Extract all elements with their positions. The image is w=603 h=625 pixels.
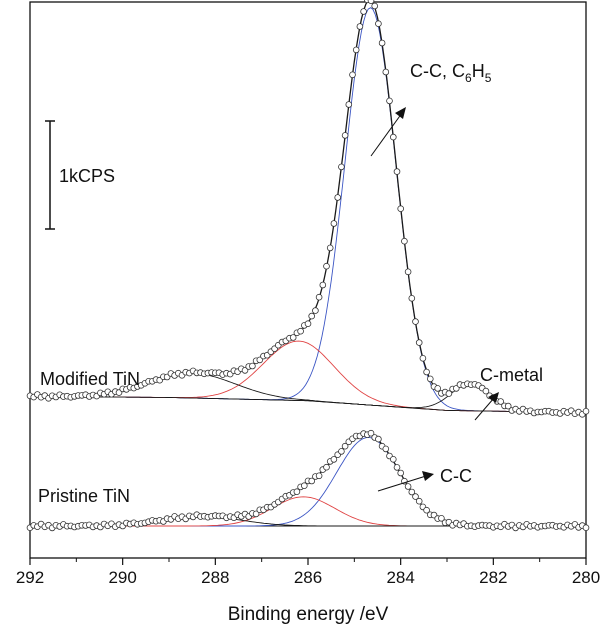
data-point xyxy=(338,163,345,171)
annotation-cc-sub1: 6 xyxy=(465,71,472,85)
data-point xyxy=(423,368,430,376)
annotation-c-c-c6h5: C-C, C6H5 xyxy=(410,61,492,85)
data-point xyxy=(445,390,453,397)
annotation-cc-sub2: 5 xyxy=(485,71,492,85)
data-point xyxy=(323,262,330,270)
data-point xyxy=(300,482,308,490)
scale-bar xyxy=(45,120,55,230)
data-point xyxy=(582,407,590,415)
annotation-cc-mid: H xyxy=(472,61,485,81)
fit-envelope xyxy=(30,0,586,414)
data-point xyxy=(408,488,416,496)
data-point xyxy=(415,497,423,505)
data-point xyxy=(412,318,419,325)
data-point xyxy=(382,68,390,76)
data-point xyxy=(308,477,316,485)
data-point xyxy=(434,385,442,392)
data-point xyxy=(438,514,445,522)
x-tick-label: 282 xyxy=(479,568,507,587)
x-tick-label: 280 xyxy=(572,568,600,587)
data-point xyxy=(308,312,316,320)
data-point xyxy=(323,463,330,471)
data-point xyxy=(241,367,249,374)
arrow-c-metal xyxy=(474,392,499,421)
label-modified-tin: Modified TiN xyxy=(40,369,140,389)
data-point xyxy=(334,194,342,201)
data-point xyxy=(293,488,301,496)
data-point xyxy=(386,97,393,105)
arrow-c-c-c6h5 xyxy=(370,107,406,157)
data-point xyxy=(349,71,356,79)
data-point xyxy=(415,339,423,346)
data-point xyxy=(582,524,590,531)
data-point xyxy=(375,435,382,443)
x-tick-label: 292 xyxy=(16,568,44,587)
data-point xyxy=(341,132,349,139)
data-point xyxy=(404,268,412,276)
data-point xyxy=(289,334,297,341)
data-point xyxy=(315,472,323,480)
data-point xyxy=(382,445,390,453)
label-pristine-tin: Pristine TiN xyxy=(38,486,130,506)
data-point xyxy=(404,483,412,490)
data-point xyxy=(356,23,364,30)
data-point xyxy=(389,455,397,463)
component-peak xyxy=(30,7,586,414)
annotation-c-c: C-C xyxy=(440,466,472,486)
data-point xyxy=(330,456,338,463)
x-tick-label: 290 xyxy=(108,568,136,587)
data-point xyxy=(412,493,419,500)
data-point xyxy=(345,101,353,108)
data-point xyxy=(375,20,382,28)
scale-bar-label: 1kCPS xyxy=(59,166,115,186)
data-point xyxy=(371,2,379,10)
annotation-c-metal: C-metal xyxy=(480,365,543,385)
plot-frame xyxy=(29,1,587,559)
data-point xyxy=(352,46,360,54)
data-point xyxy=(419,354,427,362)
data-point xyxy=(408,294,416,302)
data-point xyxy=(360,8,367,15)
data-point xyxy=(319,281,327,289)
x-tick-label: 286 xyxy=(294,568,322,587)
data-point xyxy=(304,320,312,328)
annotation-cc-main: C-C, C xyxy=(410,61,465,81)
data-point xyxy=(378,39,386,47)
data-point xyxy=(367,0,375,4)
data-point xyxy=(312,307,319,314)
data-point xyxy=(330,220,338,227)
data-point xyxy=(497,398,505,405)
x-axis-label: Binding energy /eV xyxy=(228,604,389,625)
arrow-c-c xyxy=(377,471,434,492)
data-point xyxy=(401,237,408,245)
data-point xyxy=(393,168,401,175)
data-point xyxy=(326,244,334,252)
data-point xyxy=(341,442,349,450)
data-point xyxy=(367,429,375,437)
x-tick-label: 284 xyxy=(386,568,414,587)
data-point xyxy=(426,375,434,383)
data-point xyxy=(393,464,401,471)
data-point xyxy=(249,362,256,370)
data-point xyxy=(504,402,512,410)
data-point xyxy=(423,506,430,514)
data-point xyxy=(397,205,405,213)
data-point xyxy=(315,293,323,301)
data-point xyxy=(397,469,405,477)
data-point xyxy=(482,387,490,395)
data-point xyxy=(297,327,304,335)
data-point xyxy=(252,510,260,518)
x-tick-label: 288 xyxy=(201,568,229,587)
data-point xyxy=(338,448,345,455)
data-point xyxy=(389,133,397,141)
